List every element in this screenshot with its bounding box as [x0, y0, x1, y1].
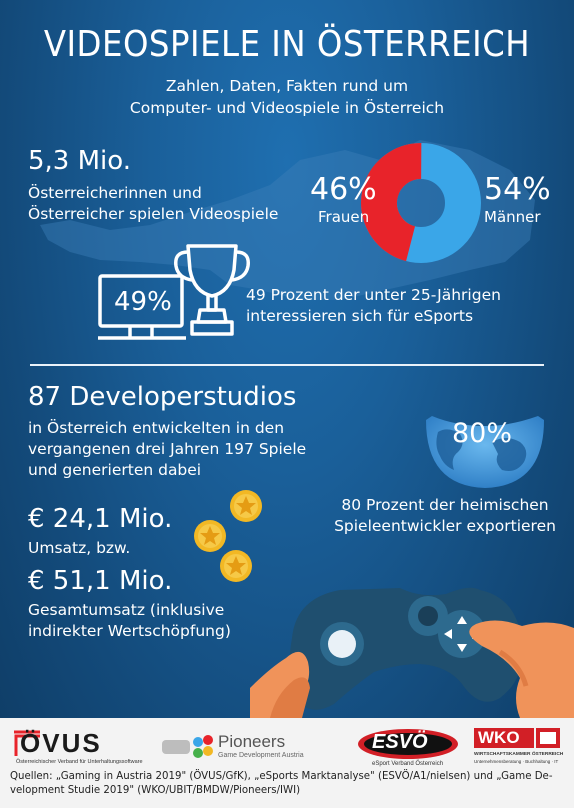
subtitle-line-1: Zahlen, Daten, Fakten rund um — [165, 77, 409, 95]
gender-donut-chart — [361, 143, 481, 263]
esports-line-1: 49 Prozent der unter 25-Jährigen — [246, 286, 501, 304]
pioneers-logo-subtitle: Game Development Austria — [218, 752, 304, 759]
total-revenue-text: Gesamtumsatz (inklusive indirekter Werts… — [28, 600, 231, 642]
page-subtitle: Zahlen, Daten, Fakten rund um Computer- … — [0, 75, 574, 119]
wko-logo-text: WKO — [478, 728, 520, 747]
total-revenue-value: € 51,1 Mio. — [28, 566, 173, 596]
export-line-1: 80 Prozent der heimischen — [341, 496, 549, 514]
ovus-logo-text: ÖVUS — [20, 728, 102, 758]
developers-line-1: in Österreich entwickelten in den — [28, 419, 285, 437]
developers-text: in Österreich entwickelten in den vergan… — [28, 418, 306, 481]
donut-female-segment — [361, 143, 481, 263]
total-revenue-line-2: indirekter Wertschöpfung) — [28, 622, 231, 640]
export-text: 80 Prozent der heimischen Spieleentwickl… — [322, 495, 568, 537]
wko-logo-subtitle-1: WIRTSCHAFTSKAMMER ÖSTERREICH — [474, 752, 564, 757]
players-line-1: Österreicherinnen und — [28, 184, 202, 202]
developers-headline: 87 Developerstudios — [28, 382, 297, 412]
coins-icon — [194, 490, 262, 582]
players-count: 5,3 Mio. — [28, 146, 131, 176]
developers-line-3: und generierten dabei — [28, 461, 202, 479]
developers-line-2: vergangenen drei Jahren 197 Spiele — [28, 440, 307, 458]
esports-percent: 49% — [114, 287, 172, 317]
wko-logo-box — [474, 728, 560, 748]
gamepad-icon — [250, 587, 574, 718]
female-label: Frauen — [318, 208, 370, 226]
trophy-icon — [174, 244, 250, 336]
esvo-logo-subtitle: eSport Verband Österreich — [372, 761, 444, 767]
section-divider — [30, 364, 544, 366]
players-line-2: Österreicher spielen Videospiele — [28, 205, 279, 223]
esvo-logo-text: ESVÖ — [372, 731, 428, 753]
players-text: Österreicherinnen und Österreicher spiel… — [28, 183, 278, 225]
revenue-label: Umsatz, bzw. — [28, 539, 131, 557]
esports-text: 49 Prozent der unter 25-Jährigen interes… — [246, 285, 501, 327]
pioneers-logo-icon — [162, 735, 213, 758]
globe-icon — [426, 416, 544, 488]
female-percent: 46% — [310, 172, 377, 207]
page-title: VIDEOSPIELE IN ÖSTERREICH — [43, 24, 531, 65]
sources-line-2: velopment Studie 2019" (WKO/UBIT/BMDW/Pi… — [10, 785, 301, 796]
subtitle-line-2: Computer- und Videospiele in Österreich — [129, 99, 445, 117]
wko-logo-subtitle-2: Unternehmensberatung · Buchhaltung · IT — [474, 759, 559, 764]
monitor-icon — [98, 274, 186, 340]
ovus-logo-subtitle: Österreichischer Verband für Unterhaltun… — [16, 759, 143, 765]
esports-line-2: interessieren sich für eSports — [246, 307, 474, 325]
export-percent: 80% — [452, 418, 513, 449]
male-percent: 54% — [484, 172, 551, 207]
male-label: Männer — [484, 208, 541, 226]
sources-text: Quellen: „Gaming in Austria 2019" (ÖVUS/… — [10, 770, 566, 798]
export-line-2: Spieleentwickler exportieren — [334, 517, 556, 535]
ovus-logo — [14, 730, 40, 756]
revenue-value: € 24,1 Mio. — [28, 504, 173, 534]
sources-line-1: Quellen: „Gaming in Austria 2019" (ÖVUS/… — [10, 771, 553, 782]
esvo-logo — [358, 729, 458, 759]
pioneers-logo-text: Pioneers — [218, 732, 286, 751]
total-revenue-line-1: Gesamtumsatz (inklusive — [28, 601, 225, 619]
